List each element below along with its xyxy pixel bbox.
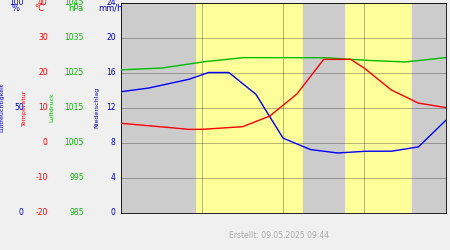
Text: Luftfeuchtigkeit: Luftfeuchtigkeit [0,83,5,132]
Text: 30: 30 [38,33,48,42]
Text: 1005: 1005 [64,138,84,147]
Text: 1045: 1045 [64,0,84,7]
Text: 1025: 1025 [64,68,84,77]
Text: 16: 16 [106,68,116,77]
Text: Luftdruck: Luftdruck [49,92,54,122]
Text: 0: 0 [111,208,116,217]
Text: 1015: 1015 [64,103,84,112]
Text: 8: 8 [111,138,116,147]
Text: Erstellt: 09.05.2025 09:44: Erstellt: 09.05.2025 09:44 [229,231,329,240]
Text: 1035: 1035 [64,33,84,42]
Text: Temperatur: Temperatur [22,89,27,126]
Bar [412,2,446,212]
Bar [344,2,412,212]
Text: 20.03.22: 20.03.22 [121,0,161,2]
Text: hPa: hPa [68,4,83,13]
Text: 12: 12 [106,103,116,112]
Text: 4: 4 [111,173,116,182]
Text: 20.03.22: 20.03.22 [405,0,446,2]
Text: Niederschlag: Niederschlag [94,87,99,128]
Text: 0: 0 [19,208,24,217]
Text: 10: 10 [38,103,48,112]
Text: 24: 24 [106,0,116,7]
Text: mm/h: mm/h [98,4,122,13]
Text: 50: 50 [14,103,24,112]
Text: %: % [12,4,20,13]
Bar [303,2,344,212]
Text: 985: 985 [69,208,84,217]
Text: 20: 20 [106,33,116,42]
Text: °C: °C [35,4,45,13]
Text: 0: 0 [43,138,48,147]
Bar [121,2,195,212]
Text: 20: 20 [38,68,48,77]
Text: -10: -10 [35,173,48,182]
Bar [195,2,303,212]
Text: 100: 100 [9,0,24,7]
Text: -20: -20 [35,208,48,217]
Text: 995: 995 [69,173,84,182]
Text: 40: 40 [38,0,48,7]
